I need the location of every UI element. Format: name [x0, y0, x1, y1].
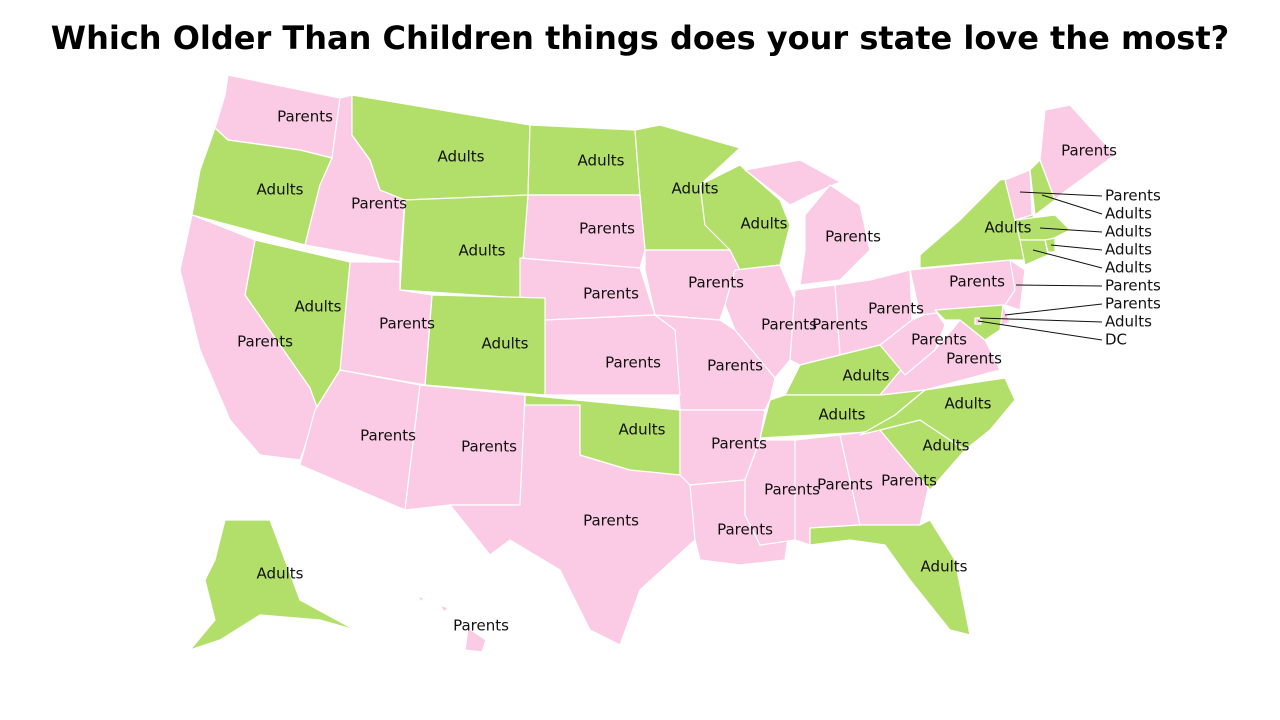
state-label: Parents	[764, 481, 820, 499]
state-label: Adults	[578, 152, 625, 170]
state-label: Parents	[1105, 277, 1161, 295]
state-label: Adults	[819, 406, 866, 424]
state	[724, 264, 796, 379]
state	[799, 184, 871, 286]
state-label: Adults	[1105, 241, 1152, 259]
state-label: Adults	[438, 148, 485, 166]
state-label: Parents	[583, 512, 639, 530]
state	[859, 377, 1016, 451]
state-label: Parents	[825, 228, 881, 246]
state-label: Parents	[688, 274, 744, 292]
state-label: Adults	[257, 565, 304, 583]
leader-line	[979, 317, 1103, 323]
state-label: Parents	[717, 521, 773, 539]
leader-line	[1019, 191, 1103, 197]
state-label: Adults	[923, 437, 970, 455]
state-label: Adults	[1105, 223, 1152, 241]
state	[879, 309, 946, 376]
state-label: Parents	[605, 354, 661, 372]
state	[1004, 169, 1033, 221]
state-label: Adults	[945, 395, 992, 413]
state-label: Parents	[360, 427, 416, 445]
state	[299, 369, 421, 511]
state-label: Parents	[707, 357, 763, 375]
state-label: Parents	[379, 315, 435, 333]
state	[189, 519, 356, 651]
state-label: Parents	[911, 331, 967, 349]
state	[1019, 239, 1049, 266]
state	[1014, 214, 1071, 241]
state-label: Parents	[812, 316, 868, 334]
state-label: Parents	[237, 333, 293, 351]
state-label: Adults	[985, 219, 1032, 237]
state-label: Parents	[949, 273, 1005, 291]
state-label: Adults	[1105, 205, 1152, 223]
state	[744, 159, 841, 206]
state-label: DC	[1105, 331, 1127, 349]
leader-line	[1032, 249, 1103, 269]
leader-line	[977, 320, 1103, 341]
state	[934, 304, 1004, 341]
state-label: Parents	[579, 220, 635, 238]
state	[1004, 259, 1026, 311]
state-label: Parents	[761, 316, 817, 334]
state-label: Parents	[461, 438, 517, 456]
state-label: Parents	[277, 108, 333, 126]
state-label: Parents	[583, 285, 639, 303]
state-label: Adults	[672, 180, 719, 198]
state-label: Parents	[881, 472, 937, 490]
state-label: Parents	[868, 300, 924, 318]
state-label: Adults	[619, 421, 666, 439]
state	[439, 604, 449, 613]
leader-line	[1039, 227, 1103, 233]
state-label: Adults	[1105, 313, 1152, 331]
state-label: Parents	[453, 617, 509, 635]
state-label: Adults	[921, 558, 968, 576]
state	[809, 519, 971, 636]
state	[1039, 104, 1116, 201]
state-label: Adults	[843, 367, 890, 385]
state-label: Adults	[1105, 259, 1152, 277]
state-label: Parents	[1105, 187, 1161, 205]
state-label: Parents	[1105, 295, 1161, 313]
state-label: Adults	[257, 181, 304, 199]
state	[179, 214, 319, 461]
state-label: Adults	[459, 242, 506, 260]
states	[179, 74, 1116, 653]
leader-line	[1041, 194, 1103, 215]
state	[417, 595, 425, 603]
map-title: Which Older Than Children things does yo…	[51, 19, 1229, 57]
state-label: Parents	[351, 195, 407, 213]
state-label: Adults	[482, 335, 529, 353]
leader-line	[1050, 244, 1103, 251]
state-label: Adults	[295, 298, 342, 316]
leader-line	[1004, 303, 1103, 316]
leader-line	[1015, 284, 1103, 287]
state-label: Parents	[817, 476, 873, 494]
state-label: Parents	[946, 350, 1002, 368]
state-label: Adults	[741, 215, 788, 233]
state	[464, 627, 487, 653]
state-label: Parents	[1061, 142, 1117, 160]
state	[644, 249, 741, 321]
state-label: Parents	[711, 435, 767, 453]
